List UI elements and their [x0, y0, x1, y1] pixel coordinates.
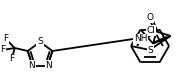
Text: F: F [3, 35, 8, 43]
Text: F: F [9, 54, 14, 63]
Text: S: S [148, 46, 153, 55]
Text: S: S [37, 37, 43, 46]
Text: N: N [45, 61, 52, 70]
Text: NH: NH [134, 34, 147, 43]
Text: Cl: Cl [147, 26, 156, 35]
Text: N: N [28, 61, 35, 70]
Text: F: F [0, 46, 5, 54]
Text: O: O [146, 13, 153, 22]
